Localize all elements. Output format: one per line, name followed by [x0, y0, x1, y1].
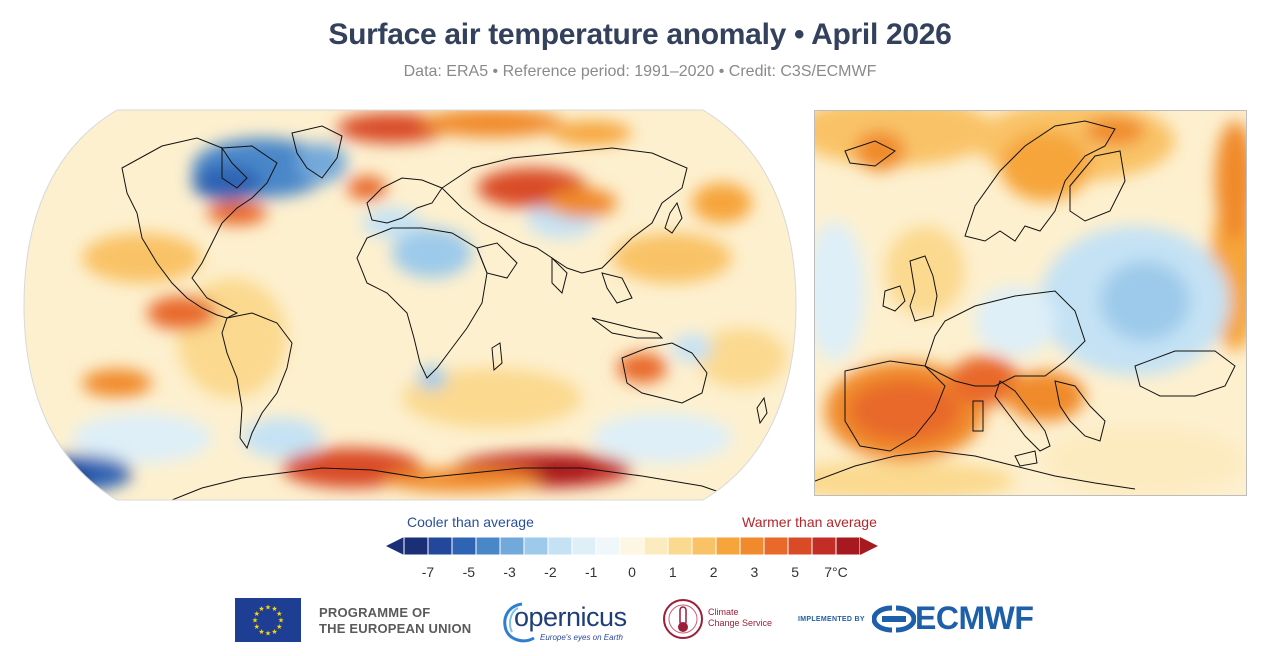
legend-warmer-label: Warmer than average: [742, 514, 877, 530]
legend-tick-label: 5: [791, 564, 800, 580]
page-title: Surface air temperature anomaly • April …: [328, 18, 952, 51]
copernicus-wordmark: opernicus: [514, 602, 627, 632]
legend-tick-label: 1: [668, 564, 677, 580]
eu-star-icon: ★: [265, 604, 271, 612]
legend-tick-labels: -7 -5 -3 -2 -1 0 1 2 3 5 7°C: [0, 564, 1280, 582]
eu-star-icon: ★: [276, 610, 282, 618]
globe-outline: [23, 109, 797, 501]
footer-logos: ★ ★ ★ ★ ★ ★ ★ ★ ★ ★ ★ ★ PROGRAMME OF THE EUROPEAN U…: [0, 596, 1280, 646]
legend-swatch: [475, 536, 501, 556]
legend-tick-label: -1: [584, 564, 598, 580]
eu-star-icon: ★: [271, 628, 277, 636]
legend-tick-label: -5: [462, 564, 476, 580]
legend-swatch: [403, 536, 429, 556]
copernicus-logo-icon: [503, 602, 535, 643]
europe-coastlines: [815, 120, 1236, 490]
legend-tick-label: 3: [750, 564, 759, 580]
legend-tick-label: 7°C: [824, 564, 848, 580]
legend-swatch: [739, 536, 765, 556]
c3s-line-2: Change Service: [708, 618, 773, 628]
eu-line-1: PROGRAMME OF: [319, 605, 431, 620]
legend-swatch: [763, 536, 789, 556]
eu-flag-icon: ★ ★ ★ ★ ★ ★ ★ ★ ★ ★ ★ ★: [235, 598, 301, 642]
legend-swatch: [835, 536, 861, 556]
legend-swatch: [571, 536, 597, 556]
eu-star-icon: ★: [276, 623, 282, 631]
eu-star-icon: ★: [258, 605, 264, 613]
ecmwf-logo-icon: [872, 605, 916, 633]
legend-arrow-left: [386, 537, 404, 555]
legend-tick-label: -2: [544, 564, 557, 580]
eu-star-icon: ★: [254, 610, 260, 618]
legend-arrow-right: [860, 537, 878, 555]
world-anomaly-field: [32, 110, 787, 492]
eu-star-icon: ★: [252, 617, 258, 625]
legend-tick-label: 0: [628, 564, 636, 580]
eu-star-icon: ★: [258, 628, 264, 636]
legend-tick-label: -3: [503, 564, 516, 580]
eu-line-2: THE EUROPEAN UNION: [319, 621, 472, 636]
c3s-line-1: Climate: [708, 607, 739, 617]
legend-swatch: [451, 536, 477, 556]
c3s-label: Climate Change Service: [708, 607, 772, 629]
legend-tick-label: -7: [421, 564, 435, 580]
implemented-by-label: IMPLEMENTED BY: [798, 616, 865, 623]
legend-swatch: [523, 536, 549, 556]
legend-cooler-label: Cooler than average: [407, 514, 534, 530]
ecmwf-wordmark: ECMWF: [915, 600, 1034, 636]
eu-star-icon: ★: [254, 623, 260, 631]
eu-star-icon: ★: [271, 605, 277, 613]
legend-swatch: [811, 536, 837, 556]
legend-swatch: [427, 536, 453, 556]
legend-swatch: [667, 536, 693, 556]
legend-swatch: [643, 536, 669, 556]
legend-swatch: [547, 536, 573, 556]
legend-swatch: [715, 536, 741, 556]
eu-star-icon: ★: [278, 617, 284, 625]
legend-swatch: [499, 536, 525, 556]
copernicus-tagline: Europe's eyes on Earth: [540, 633, 623, 642]
color-legend-bar: [386, 536, 878, 556]
legend-swatch: [787, 536, 813, 556]
legend-swatch: [691, 536, 717, 556]
c3s-thermometer-logo-icon: [663, 599, 703, 639]
europe-anomaly-map: [814, 110, 1247, 496]
world-anomaly-map: [22, 108, 798, 502]
world-coastlines: [121, 125, 768, 500]
europe-anomaly-field: [815, 111, 1246, 495]
eu-star-icon: ★: [265, 630, 271, 638]
legend-swatch: [595, 536, 621, 556]
page-subtitle: Data: ERA5 • Reference period: 1991–2020…: [403, 63, 877, 80]
eu-programme-label: PROGRAMME OF THE EUROPEAN UNION: [319, 605, 471, 637]
legend-tick-label: 2: [709, 564, 718, 580]
legend-swatch: [619, 536, 645, 556]
